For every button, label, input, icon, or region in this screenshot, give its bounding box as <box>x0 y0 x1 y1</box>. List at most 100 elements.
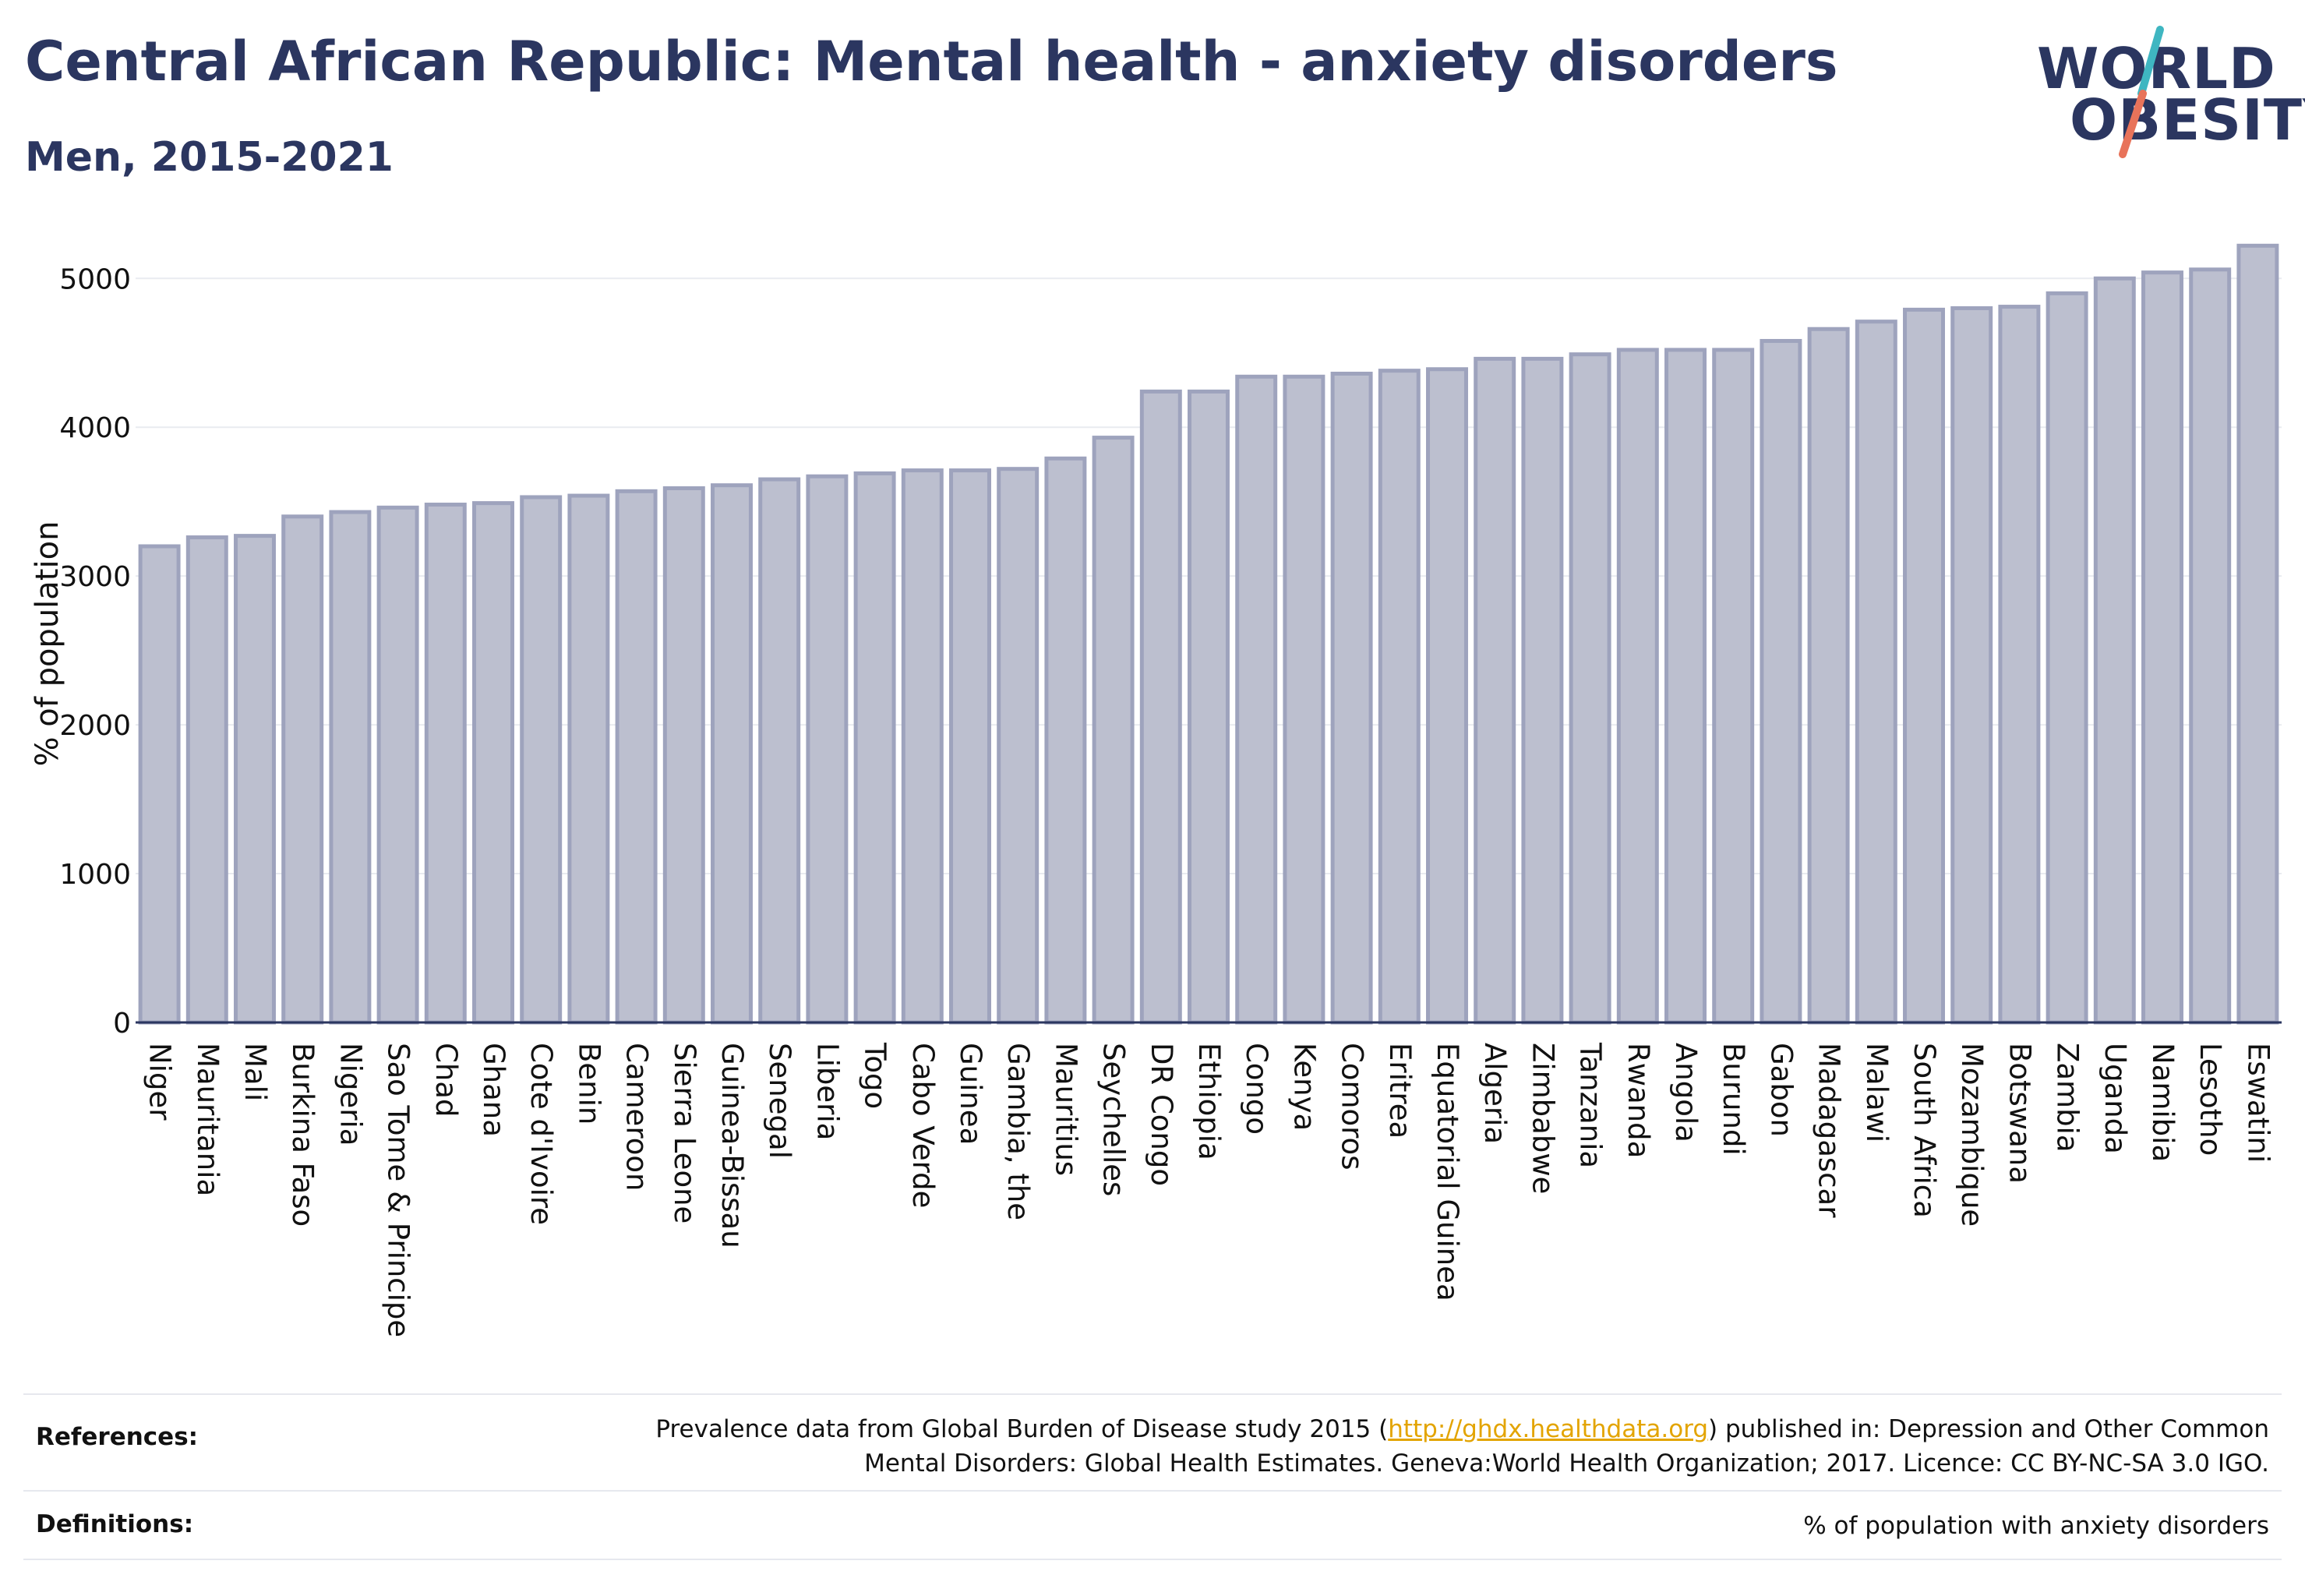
references-line-2: Mental Disorders: Global Health Estimate… <box>864 1449 2269 1478</box>
x-tick-label: Sierra Leone <box>668 1043 701 1223</box>
x-tick-label: Equatorial Guinea <box>1431 1043 1464 1301</box>
x-tick-label: Lesotho <box>2194 1043 2227 1156</box>
x-tick-label: Cote d'Ivoire <box>524 1043 558 1225</box>
x-tick-label: Guinea <box>954 1043 987 1145</box>
world-obesity-logo: WORLD OBESITY <box>2026 23 2305 164</box>
bar-mozambique <box>1950 305 1993 1025</box>
bars <box>138 243 2279 1025</box>
bar-chad <box>424 503 467 1025</box>
bar-togo <box>853 471 896 1025</box>
x-tick-label: Gabon <box>1764 1043 1798 1137</box>
definitions-row: Definitions: % of population with anxiet… <box>23 1490 2282 1560</box>
references-label: References: <box>36 1423 199 1451</box>
x-tick-label: Senegal <box>763 1043 796 1159</box>
x-tick-label: Comoros <box>1336 1043 1369 1170</box>
bar-mauritius <box>1044 456 1087 1025</box>
references-row: References: Prevalence data from Global … <box>23 1393 2282 1492</box>
x-tick-label: Ethiopia <box>1192 1043 1226 1160</box>
bar-mauritania <box>185 535 228 1025</box>
bar-senegal <box>758 477 801 1025</box>
x-tick-label: Eswatini <box>2241 1043 2275 1163</box>
references-text: Prevalence data from Global Burden of Di… <box>655 1412 2269 1481</box>
bar-ghana <box>472 501 514 1025</box>
bar-gambia-the <box>997 467 1040 1025</box>
x-tick-label: Zambia <box>2051 1043 2084 1153</box>
bar-rwanda <box>1616 348 1659 1025</box>
y-tick-label: 4000 <box>59 412 131 444</box>
x-tick-label: Ghana <box>477 1043 510 1137</box>
y-tick-label: 5000 <box>59 263 131 295</box>
bar-zimbabwe <box>1521 356 1564 1025</box>
bar-burkina-faso <box>281 514 324 1025</box>
x-tick-label: Namibia <box>2146 1043 2180 1162</box>
bar-angola <box>1664 348 1707 1025</box>
bar-south-africa <box>1903 307 1945 1025</box>
bar-sierra-leone <box>662 486 705 1025</box>
x-tick-label: Madagascar <box>1813 1043 1846 1218</box>
x-tick-label: Tanzania <box>1574 1042 1608 1168</box>
x-tick-label: Kenya <box>1287 1043 1321 1131</box>
x-tick-label: Mali <box>238 1043 272 1101</box>
y-axis-ticks: 0 1000 2000 3000 4000 5000 <box>59 263 131 1040</box>
x-tick-label: Burkina Faso <box>286 1043 319 1227</box>
x-tick-label: Angola <box>1669 1043 1703 1142</box>
x-tick-label: Eritrea <box>1383 1043 1417 1139</box>
bar-benin <box>567 493 610 1025</box>
bar-gabon <box>1760 338 1802 1025</box>
x-tick-label: Togo <box>859 1042 892 1109</box>
bar-madagascar <box>1807 327 1850 1025</box>
bar-comoros <box>1330 371 1373 1025</box>
references-text-before: Prevalence data from Global Burden of Di… <box>655 1415 1389 1443</box>
bar-cameroon <box>615 489 658 1025</box>
bar-congo <box>1235 374 1278 1025</box>
x-tick-label: Malawi <box>1860 1043 1894 1142</box>
bar-guinea-bissau <box>711 483 753 1025</box>
x-tick-label: Cabo Verde <box>906 1043 940 1208</box>
bar-eswatini <box>2236 243 2279 1025</box>
bar-botswana <box>1998 305 2041 1025</box>
x-tick-label: Uganda <box>2099 1043 2132 1154</box>
definitions-text: % of population with anxiety disorders <box>1803 1512 2269 1540</box>
bar-cote-d-ivoire <box>520 495 563 1025</box>
y-tick-label: 0 <box>113 1008 131 1040</box>
bar-mali <box>234 534 276 1025</box>
x-tick-label: Congo <box>1240 1043 1273 1135</box>
x-tick-label: South Africa <box>1908 1043 1941 1218</box>
x-tick-label: Mozambique <box>1955 1043 1989 1227</box>
x-tick-label: Mauritius <box>1049 1043 1082 1176</box>
x-tick-label: Guinea-Bissau <box>715 1043 749 1248</box>
y-tick-label: 2000 <box>59 710 131 742</box>
bar-malawi <box>1855 320 1897 1025</box>
definitions-label: Definitions: <box>36 1510 194 1538</box>
references-link[interactable]: http://ghdx.healthdata.org <box>1388 1415 1709 1443</box>
bar-namibia <box>2141 270 2183 1025</box>
bar-algeria <box>1474 356 1516 1025</box>
bar-nigeria <box>329 510 372 1025</box>
x-tick-label: Rwanda <box>1622 1043 1655 1158</box>
bar-burundi <box>1712 348 1755 1025</box>
bar-tanzania <box>1569 352 1611 1025</box>
bar-ethiopia <box>1188 389 1230 1025</box>
x-tick-label: Zimbabwe <box>1526 1043 1559 1194</box>
bar-kenya <box>1283 374 1325 1025</box>
bar-uganda <box>2093 276 2136 1025</box>
x-tick-label: DR Congo <box>1145 1043 1178 1186</box>
bar-seychelles <box>1092 436 1135 1025</box>
x-tick-label: Cameroon <box>620 1043 654 1191</box>
chart-subtitle: Men, 2015-2021 <box>25 134 394 181</box>
bar-guinea <box>949 468 991 1025</box>
bar-dr-congo <box>1139 389 1182 1025</box>
y-axis-label: % of population <box>30 521 65 767</box>
references-text-after: ) published in: Depression and Other Com… <box>1708 1415 2269 1443</box>
x-tick-label: Chad <box>429 1043 463 1117</box>
x-tick-label: Mauritania <box>191 1043 224 1196</box>
bar-zambia <box>2046 291 2088 1025</box>
x-tick-label: Niger <box>143 1043 177 1121</box>
bar-liberia <box>806 474 849 1025</box>
x-tick-label: Benin <box>572 1043 605 1125</box>
x-tick-label: Sao Tome & Principe <box>382 1043 415 1337</box>
x-tick-label: Algeria <box>1478 1043 1512 1144</box>
x-tick-label: Liberia <box>810 1043 844 1140</box>
bar-chart: 0 1000 2000 3000 4000 5000 Niger Mauritania Mal… <box>30 243 2282 1337</box>
bar-equatorial-guinea <box>1426 367 1468 1025</box>
